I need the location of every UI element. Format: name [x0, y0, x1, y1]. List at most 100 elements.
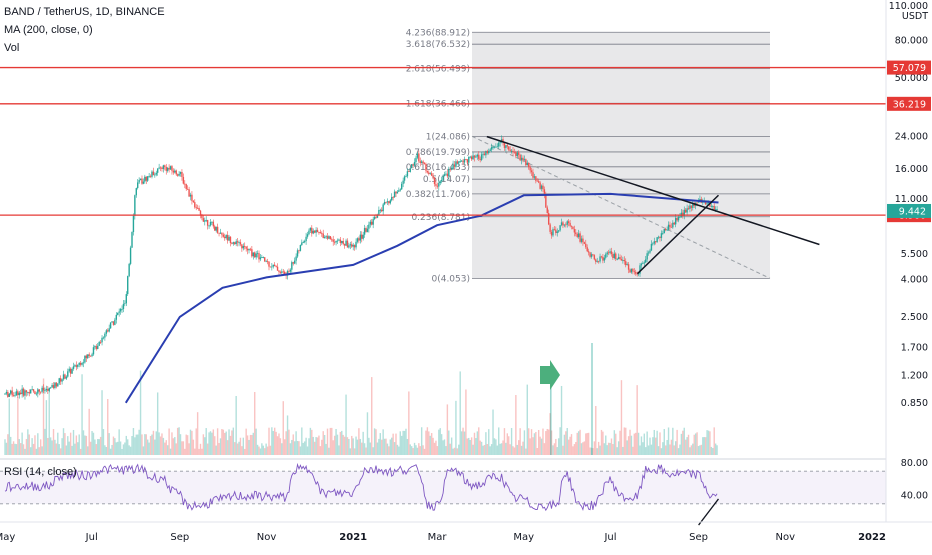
candle-body — [589, 252, 591, 257]
volume-bar — [44, 428, 46, 455]
volume-bar — [332, 440, 334, 455]
volume-bar — [97, 439, 99, 455]
candle-body — [609, 251, 611, 253]
volume-bar — [355, 436, 357, 455]
price-tick-top: 110.000 — [889, 1, 928, 12]
candle-body — [11, 390, 13, 396]
volume-bar — [597, 441, 600, 455]
candle-body — [543, 189, 546, 196]
volume-bar — [156, 392, 159, 455]
candle-body — [626, 264, 628, 266]
candle-body — [119, 309, 122, 312]
rsi-band — [0, 471, 886, 504]
volume-bar — [657, 446, 660, 455]
candle-body — [142, 181, 145, 184]
volume-bar — [485, 432, 487, 455]
volume-bar — [545, 431, 547, 455]
candle-body — [37, 389, 39, 394]
volume-bar — [465, 389, 467, 455]
volume-bar — [704, 437, 707, 455]
volume-bar — [672, 427, 674, 455]
volume-bar — [656, 430, 658, 455]
candle-body — [52, 385, 55, 388]
candle-body — [118, 311, 120, 313]
candle-body — [122, 303, 125, 310]
candle-body — [503, 142, 506, 148]
candle-body — [162, 165, 165, 170]
volume-bar — [683, 427, 685, 455]
candle-body — [439, 181, 441, 184]
symbol-legend[interactable]: BAND / TetherUS, 1D, BINANCE — [4, 6, 165, 18]
volume-bar — [639, 445, 641, 455]
volume-bar — [455, 400, 457, 455]
volume-bar — [365, 447, 367, 455]
rsi-legend[interactable]: RSI (14, close) — [4, 466, 77, 478]
volume-bar — [677, 448, 680, 455]
candle-body — [315, 229, 317, 233]
candle-body — [192, 200, 195, 203]
candle-body — [629, 269, 631, 273]
candle-body — [88, 354, 90, 356]
volume-bar — [174, 437, 176, 455]
candle-body — [246, 248, 249, 251]
volume-bar — [582, 442, 584, 455]
candle-body — [510, 150, 513, 152]
candle-body — [689, 205, 691, 209]
price-tick: 0.850 — [901, 398, 928, 409]
candle-body — [39, 391, 42, 393]
volume-bar — [218, 442, 220, 455]
volume-bar — [345, 394, 347, 455]
volume-bar — [563, 434, 566, 455]
volume-bar — [498, 427, 500, 455]
rsi-trendline — [698, 498, 720, 526]
volume-bar — [460, 431, 463, 455]
volume-bar — [366, 412, 369, 455]
candle-body — [603, 257, 606, 261]
candle-body — [104, 333, 106, 338]
candle-body — [556, 231, 558, 233]
candle-body — [326, 236, 329, 239]
candle-body — [185, 184, 187, 189]
ma-legend[interactable]: MA (200, close, 0) — [4, 24, 93, 36]
volume-bar — [590, 447, 593, 455]
candle-body — [12, 395, 15, 397]
current-price-badge-bg — [887, 203, 931, 218]
candle-body — [555, 229, 557, 233]
candle-body — [652, 243, 654, 245]
volume-bar — [219, 438, 222, 455]
candle-body — [613, 253, 616, 259]
volume-bar — [271, 427, 273, 455]
candle-body — [286, 270, 289, 276]
volume-bar — [703, 437, 705, 455]
volume-bar — [264, 448, 266, 455]
candle-body — [682, 212, 684, 216]
volume-bar — [612, 444, 614, 455]
candle-body — [268, 261, 270, 267]
candle-body — [212, 221, 215, 227]
candle-body — [178, 173, 180, 176]
volume-bar — [362, 431, 364, 455]
candle-body — [630, 268, 633, 273]
volume-bar — [10, 436, 12, 455]
candle-body — [493, 146, 496, 148]
candle-body — [562, 222, 564, 226]
candle-body — [553, 229, 556, 231]
candle-body — [114, 319, 116, 325]
candle-body — [355, 241, 357, 248]
vol-legend[interactable]: Vol — [4, 42, 20, 54]
candle-body — [206, 219, 209, 226]
rsi-line — [4, 462, 718, 512]
volume-bar — [5, 442, 8, 455]
volume-bar — [697, 446, 700, 455]
volume-bar — [649, 437, 651, 455]
volume-bar — [422, 445, 424, 455]
rsi-tick: 80.00 — [901, 458, 928, 469]
volume-bar — [378, 438, 380, 455]
candle-body — [402, 180, 404, 184]
candle-body — [716, 209, 718, 210]
candle-body — [586, 247, 588, 252]
candle-body — [216, 226, 219, 233]
volume-bar — [629, 429, 631, 455]
volume-bar — [559, 427, 561, 455]
